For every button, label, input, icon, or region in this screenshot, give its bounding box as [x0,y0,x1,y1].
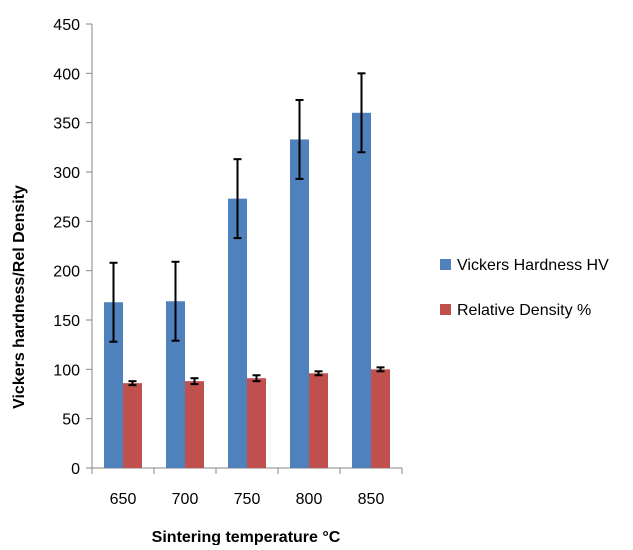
error-bar [171,260,180,342]
x-tick-label: 750 [234,491,261,508]
bar-relative-density [247,378,266,468]
legend-swatch [440,304,451,315]
x-tick-label: 800 [296,491,323,508]
bar-vickers-hardness [228,198,247,468]
bar-vickers-hardness [166,301,185,468]
legend-entry: Relative Density % [440,302,591,319]
x-tick-label: 700 [172,491,199,508]
tick-labels: 0 50 100 150 200 250 300 350 400 450 650 700 750 800 8… [53,17,384,508]
error-bar [376,366,385,373]
error-bar [295,98,304,180]
error-bar [190,377,199,386]
y-tick-label: 150 [53,313,80,330]
y-tick-label: 350 [53,116,80,133]
x-axis-title: Sintering temperature °C [152,529,341,545]
bar-relative-density [371,369,390,468]
legend-label: Vickers Hardness HV [457,257,609,274]
x-tick-label: 650 [110,491,137,508]
y-tick-label: 50 [62,412,80,429]
error-bar [109,261,118,343]
y-tick-label: 400 [53,66,80,83]
error-bar [252,374,261,383]
y-axis-title: Vickers hardness/Rel Density [11,185,28,409]
y-tick-label: 0 [71,461,80,478]
error-bar [233,158,242,240]
bars [104,112,390,469]
legend: Vickers Hardness HV Relative Density % [440,257,609,319]
x-tick-label: 850 [358,491,385,508]
bar-relative-density [309,373,328,468]
bar-vickers-hardness [352,112,371,469]
y-tick-label: 200 [53,264,80,281]
y-tick-label: 100 [53,362,80,379]
bar-relative-density [123,383,142,468]
legend-label: Relative Density % [457,302,591,319]
y-tick-label: 300 [53,165,80,182]
bar-vickers-hardness [104,302,123,468]
error-bar [128,380,137,387]
error-bar [314,370,323,377]
error-bar [357,72,366,154]
y-tick-label: 450 [53,17,80,34]
bar-vickers-hardness [290,139,309,468]
y-tick-label: 250 [53,214,80,231]
axes [86,23,403,474]
bar-relative-density [185,381,204,468]
legend-swatch [440,259,451,270]
error-bars [109,72,385,387]
legend-entry: Vickers Hardness HV [440,257,609,274]
